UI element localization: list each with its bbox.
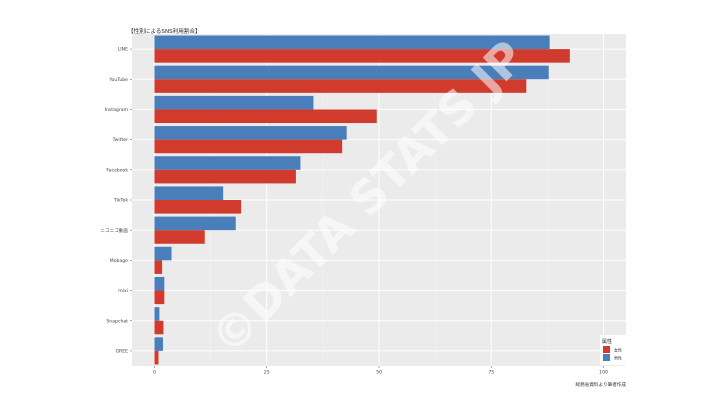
bar-male — [154, 276, 165, 291]
bar-male — [154, 186, 224, 200]
legend: 属性 女性 男性 — [600, 335, 628, 365]
bar-female — [154, 139, 343, 154]
y-axis-labels: LINE YouTube Instagram Twitter Facebook TikTo… — [100, 47, 132, 355]
y-tick-label: Twitter — [112, 137, 129, 143]
bar-female — [154, 200, 242, 214]
y-tick-label: mixi — [118, 288, 128, 294]
bar-female — [154, 169, 296, 184]
legend-key-male — [603, 354, 610, 361]
bar-male — [154, 126, 347, 140]
y-tick-label: TikTok — [113, 198, 128, 204]
bar-female — [154, 290, 165, 305]
x-tick-label: 75 — [488, 370, 494, 376]
x-tick-label: 100 — [599, 370, 608, 376]
y-tick-label: Instagram — [105, 107, 129, 113]
legend-label-male: 男性 — [614, 355, 622, 361]
legend-key-female — [603, 346, 610, 353]
bar-male — [154, 65, 549, 80]
bar-female — [154, 230, 205, 244]
legend-title: 属性 — [602, 338, 612, 345]
bar-female — [154, 260, 163, 274]
bar-female — [154, 350, 159, 365]
x-axis-labels: 0 25 50 75 100 — [153, 366, 608, 376]
bar-male — [154, 156, 301, 170]
y-tick-label: ニコニコ動画 — [100, 227, 128, 234]
x-tick-label: 25 — [264, 370, 270, 376]
y-tick-label: Facebook — [106, 167, 128, 173]
x-tick-label: 50 — [376, 370, 382, 376]
bar-female — [154, 320, 164, 335]
y-tick-label: LINE — [118, 47, 128, 53]
bar-male — [154, 35, 550, 50]
bar-female — [154, 79, 527, 93]
y-tick-label: Mobage — [110, 258, 128, 264]
bars — [154, 35, 570, 365]
legend-label-female: 女性 — [614, 347, 622, 353]
bar-male — [154, 216, 236, 231]
y-tick-label: Snapchat — [106, 318, 128, 324]
y-tick-label: GREE — [115, 349, 128, 355]
bar-male — [154, 307, 160, 321]
chart-title: 【性別によるSNS利用割合】 — [128, 27, 201, 35]
x-tick-label: 0 — [153, 370, 156, 376]
bar-male — [154, 246, 172, 261]
y-tick-label: YouTube — [108, 77, 128, 83]
bar-male — [154, 95, 314, 110]
bar-male — [154, 337, 163, 351]
bar-female — [154, 109, 377, 124]
bar-female — [154, 49, 570, 63]
caption: 総務省資料より筆者作成 — [576, 381, 627, 388]
